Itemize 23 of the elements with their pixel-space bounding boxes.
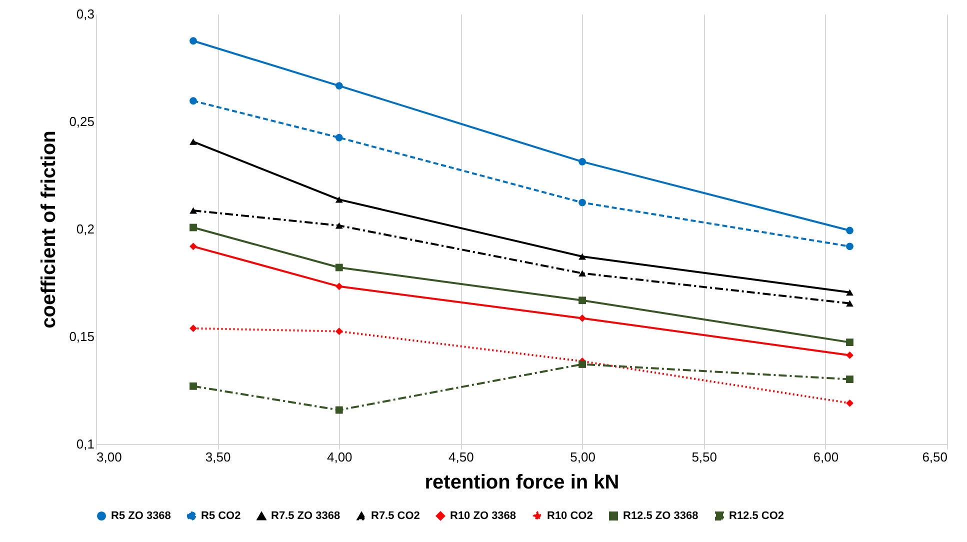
legend-label: R10 CO2 xyxy=(547,510,593,522)
y-tick-label: 0,1 xyxy=(76,436,94,452)
y-tick-label: 0,2 xyxy=(76,222,94,236)
x-tick-label: 3,50 xyxy=(205,450,231,464)
legend-label: R5 ZO 3368 xyxy=(111,510,171,522)
legend-label: R7.5 ZO 3368 xyxy=(271,510,340,522)
x-tick-label: 5,00 xyxy=(570,450,596,464)
legend-label: R10 ZO 3368 xyxy=(450,510,516,522)
x-tick-label: 5,50 xyxy=(692,450,718,464)
x-axis-title: retention force in kN xyxy=(424,472,620,494)
x-tick-label: 4,00 xyxy=(326,450,352,464)
y-tick-label: 0,3 xyxy=(76,6,94,22)
legend-label: R5 CO2 xyxy=(201,510,241,522)
x-tick-label: 3,00 xyxy=(96,450,122,464)
legend-label: R7.5 CO2 xyxy=(371,510,420,522)
x-tick-label: 6,00 xyxy=(813,450,839,464)
legend-label: R12.5 ZO 3368 xyxy=(623,510,698,522)
x-tick-label: 4,50 xyxy=(448,450,474,464)
legend-label: R12.5 CO2 xyxy=(729,510,784,522)
x-tick-label: 6,50 xyxy=(922,450,948,464)
y-axis-title: coefficient of friction xyxy=(38,130,60,328)
y-tick-label: 0,15 xyxy=(69,329,94,344)
y-tick-label: 0,25 xyxy=(69,114,94,129)
